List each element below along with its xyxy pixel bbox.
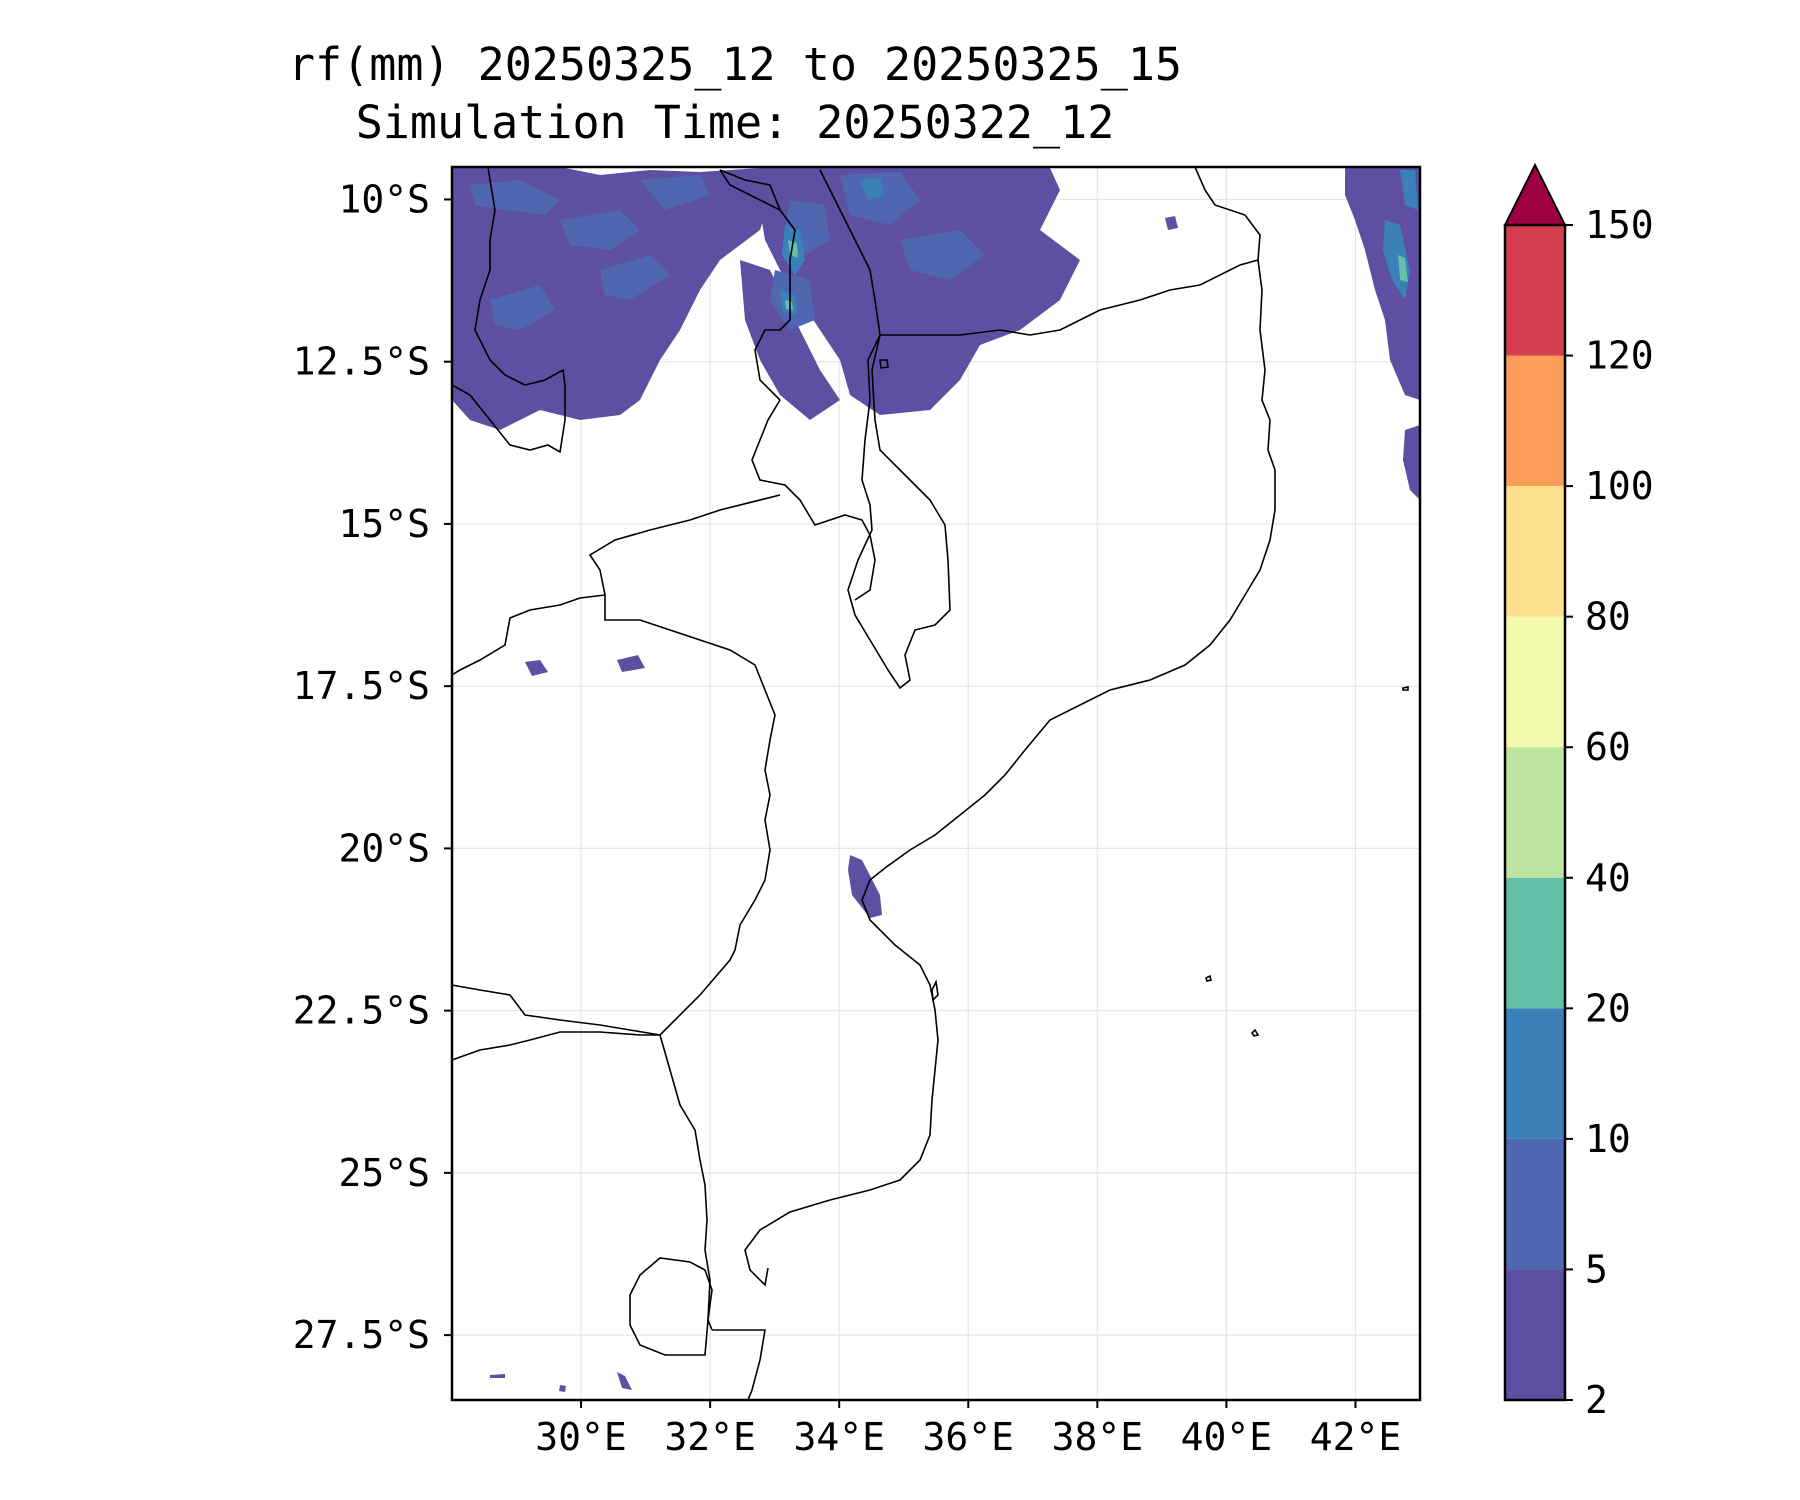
rain-region-beira <box>848 855 882 918</box>
x-tick-label: 36°E <box>923 1415 1015 1459</box>
x-tick-label: 34°E <box>793 1415 885 1459</box>
border-zimbabwe-zambia <box>452 594 606 676</box>
colorbar: 2 5 10 20 40 60 80 100 120 150 <box>1503 162 1654 1422</box>
island-3 <box>1205 974 1212 982</box>
x-tick-label: 32°E <box>664 1415 756 1459</box>
y-tick-label: 20°S <box>338 826 430 870</box>
x-tick-label: 42°E <box>1310 1415 1402 1459</box>
border-drc-zambia <box>452 167 566 454</box>
colorbar-label: 20 <box>1585 986 1631 1030</box>
x-tick-label: 40°E <box>1181 1415 1273 1459</box>
colorbar-label: 10 <box>1585 1117 1631 1161</box>
border-tanzania-mozambique <box>880 259 1259 336</box>
island-2 <box>1250 1028 1260 1037</box>
border-drc-zambia-north <box>719 169 781 211</box>
rain-region-northeast <box>1345 167 1420 500</box>
y-tick-label: 15°S <box>338 502 430 546</box>
colorbar-label: 40 <box>1585 856 1631 900</box>
y-tick-label: 12.5°S <box>293 340 430 384</box>
island-4 <box>1402 686 1409 691</box>
colorbar-frame <box>1503 223 1567 1402</box>
colorbar-label: 120 <box>1585 334 1654 378</box>
rain-region-northwest <box>452 167 770 430</box>
border-malawi-zambia <box>719 169 796 401</box>
rainfall-field <box>452 167 1420 1392</box>
title-line-1: rf(mm) 20250325_12 to 20250325_15 <box>287 38 1183 91</box>
border-south-africa-west <box>452 1031 660 1061</box>
border-zimbabwe-south <box>452 984 661 1036</box>
colorbar-segment <box>1505 747 1565 878</box>
island-5 <box>879 359 889 369</box>
colorbar-segment <box>1505 1269 1565 1400</box>
border-south-mozambique <box>712 1329 766 1400</box>
border-malawi-mozambique <box>751 399 876 601</box>
colorbar-label: 5 <box>1585 1247 1608 1291</box>
border-eswatini <box>629 1257 713 1356</box>
y-axis-ticks: 10°S 12.5°S 15°S 17.5°S 20°S 22.5°S 25°S 27.5°S <box>293 177 452 1357</box>
colorbar-label: 2 <box>1585 1378 1608 1422</box>
colorbar-segment <box>1505 877 1565 1009</box>
y-tick-label: 10°S <box>338 177 430 221</box>
coastline-and-borders <box>452 167 1409 1400</box>
x-axis-ticks: 30°E 32°E 34°E 36°E 38°E 40°E 42°E <box>535 1400 1401 1459</box>
colorbar-segment <box>1505 1008 1565 1139</box>
colorbar-segment <box>1505 616 1565 748</box>
lake-malawi <box>847 334 951 690</box>
rain-peak-northeast <box>1398 255 1408 282</box>
rain-streaks-northwest <box>470 175 710 330</box>
colorbar-segment <box>1505 1138 1565 1270</box>
y-tick-label: 22.5°S <box>293 989 430 1033</box>
colorbar-label: 60 <box>1585 725 1631 769</box>
colorbar-label: 100 <box>1585 464 1654 508</box>
border-tanzania-malawi <box>819 169 881 336</box>
y-tick-label: 17.5°S <box>293 664 430 708</box>
y-tick-label: 25°S <box>338 1151 430 1195</box>
x-tick-label: 38°E <box>1052 1415 1144 1459</box>
colorbar-segment <box>1505 355 1565 487</box>
border-zambia-mozambique <box>588 494 781 1036</box>
coastline <box>744 167 1276 1287</box>
colorbar-extend-arrow <box>1503 162 1567 226</box>
colorbar-label: 150 <box>1585 203 1654 247</box>
rain-region-north-central <box>740 168 1080 420</box>
colorbar-label: 80 <box>1585 595 1631 639</box>
border-mozambique-south-africa <box>659 1034 713 1331</box>
x-tick-label: 30°E <box>535 1415 627 1459</box>
y-tick-label: 27.5°S <box>293 1313 430 1357</box>
colorbar-segment <box>1505 486 1565 617</box>
island-1 <box>931 979 939 1002</box>
rain-scattered-cells <box>490 167 1178 1392</box>
map-title: rf(mm) 20250325_12 to 20250325_15 Simula… <box>0 36 1800 152</box>
title-line-2: Simulation Time: 20250322_12 <box>355 96 1115 149</box>
map-frame <box>450 165 1422 1402</box>
colorbar-segment <box>1505 225 1565 356</box>
